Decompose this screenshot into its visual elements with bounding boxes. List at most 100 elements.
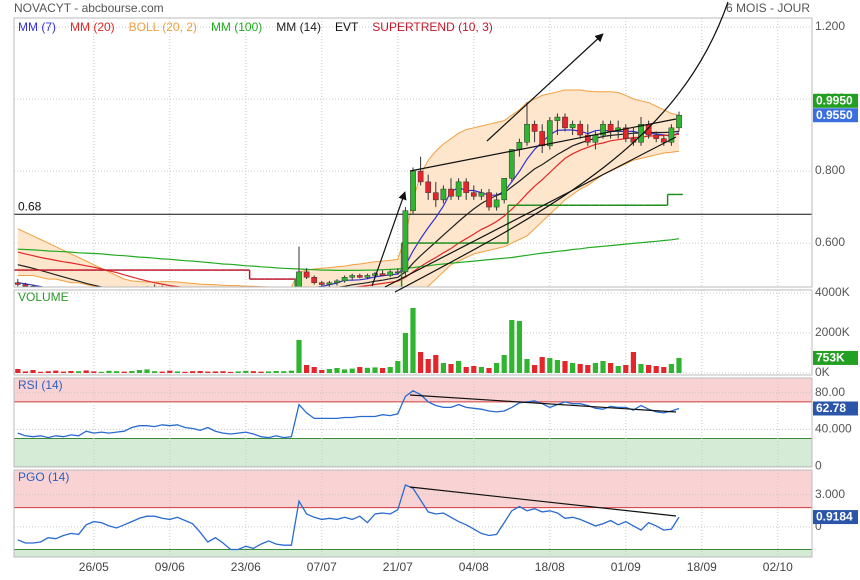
candle-body bbox=[318, 282, 325, 285]
volume-bar bbox=[364, 367, 370, 373]
volume-bar bbox=[281, 371, 287, 373]
volume-bar bbox=[539, 357, 545, 373]
value-tag-label: 753K bbox=[816, 351, 845, 365]
volume-bar bbox=[98, 371, 104, 373]
volume-bar bbox=[342, 369, 348, 373]
volume-bar bbox=[615, 366, 621, 373]
volume-bar bbox=[243, 370, 249, 373]
x-tick-label: 04/08 bbox=[459, 560, 489, 574]
moving-average bbox=[17, 133, 680, 287]
volume-bar bbox=[608, 363, 614, 373]
volume-bar bbox=[30, 370, 36, 373]
candle-body bbox=[387, 271, 394, 276]
candle-body bbox=[334, 280, 340, 283]
volume-bar bbox=[433, 355, 439, 373]
y-tick-label: 4000K bbox=[815, 285, 850, 299]
candle-body bbox=[668, 127, 675, 143]
period-label: 6 MOIS - JOUR bbox=[726, 1, 810, 15]
candle-body bbox=[478, 192, 485, 197]
candle-body bbox=[486, 192, 492, 208]
y-tick-label: 3.000 bbox=[815, 487, 845, 501]
y-tick-label: 0 bbox=[815, 519, 822, 533]
panel-frame bbox=[13, 469, 813, 558]
candle-body bbox=[592, 134, 599, 143]
volume-bar bbox=[448, 364, 454, 373]
volume-bar bbox=[197, 371, 203, 373]
bollinger-lower bbox=[17, 150, 680, 287]
moving-average bbox=[17, 129, 680, 287]
volume-bar bbox=[418, 352, 424, 373]
volume-bar bbox=[121, 371, 127, 373]
volume-bar bbox=[319, 370, 325, 373]
y-tick-label: 0K bbox=[815, 365, 830, 379]
candle-body bbox=[470, 192, 477, 197]
candle-body bbox=[379, 273, 386, 276]
panel bbox=[14, 290, 812, 375]
volume-bar bbox=[68, 371, 74, 373]
candle-body bbox=[501, 177, 508, 201]
volume-bar bbox=[174, 371, 180, 373]
value-tag bbox=[813, 510, 858, 525]
level-label: 0.68 bbox=[18, 199, 42, 213]
volume-bar bbox=[486, 368, 492, 373]
volume-bar bbox=[494, 363, 500, 373]
volume-bar bbox=[228, 371, 234, 373]
volume-bar bbox=[311, 367, 317, 373]
volume-bar bbox=[144, 369, 150, 373]
candle-body bbox=[524, 123, 530, 143]
value-tag bbox=[813, 350, 858, 365]
candle-body bbox=[311, 277, 318, 283]
oversold-zone bbox=[14, 549, 812, 557]
volume-bar bbox=[220, 371, 226, 373]
volume-bar bbox=[570, 363, 576, 373]
volume-bar bbox=[547, 358, 553, 373]
volume-bar bbox=[600, 361, 606, 373]
candle-body bbox=[410, 170, 416, 211]
oversold-zone bbox=[14, 438, 812, 467]
candle-body bbox=[660, 138, 667, 143]
candle-body bbox=[508, 149, 515, 179]
page-title: NOVACYT - abcbourse.com bbox=[14, 1, 164, 15]
user-drawings bbox=[371, 1, 729, 517]
volume-bar bbox=[668, 364, 674, 373]
panel-frame bbox=[13, 377, 813, 468]
plot-area bbox=[14, 18, 812, 557]
indicator-line bbox=[17, 484, 680, 551]
candle-body bbox=[326, 282, 333, 285]
volume-bar bbox=[478, 367, 484, 373]
value-tag-label: 0.9550 bbox=[816, 108, 853, 122]
volume-bar bbox=[395, 361, 401, 373]
candle-body bbox=[296, 271, 302, 287]
candle-body bbox=[676, 114, 682, 129]
volume-bar bbox=[516, 321, 522, 373]
candle-body bbox=[622, 127, 629, 139]
panel-frames bbox=[13, 17, 813, 558]
candle-body bbox=[303, 271, 310, 278]
panel bbox=[14, 18, 812, 287]
candle-body bbox=[440, 188, 447, 201]
volume-bar bbox=[501, 355, 507, 373]
support-line bbox=[384, 136, 677, 288]
x-tick-label: 09/06 bbox=[155, 560, 185, 574]
x-tick-label: 26/05 bbox=[79, 560, 109, 574]
volume-bar bbox=[562, 361, 568, 373]
candle-body bbox=[22, 284, 29, 287]
candle-body bbox=[546, 120, 553, 147]
volume-bar bbox=[190, 371, 196, 373]
volume-bar bbox=[592, 363, 598, 373]
volume-bar bbox=[456, 361, 462, 373]
volume-bar bbox=[250, 371, 256, 373]
volume-bar bbox=[676, 357, 682, 373]
legend-entry: MM (20) bbox=[70, 20, 115, 34]
panel-title: VOLUME bbox=[18, 290, 69, 304]
candle-body bbox=[394, 271, 401, 274]
candle-body bbox=[653, 134, 660, 139]
candle-body bbox=[463, 181, 470, 193]
x-tick-label: 23/06 bbox=[231, 560, 261, 574]
volume-bar bbox=[646, 365, 652, 373]
volume-bar bbox=[22, 371, 28, 373]
volume-bar bbox=[159, 371, 165, 373]
volume-bar bbox=[357, 367, 363, 373]
